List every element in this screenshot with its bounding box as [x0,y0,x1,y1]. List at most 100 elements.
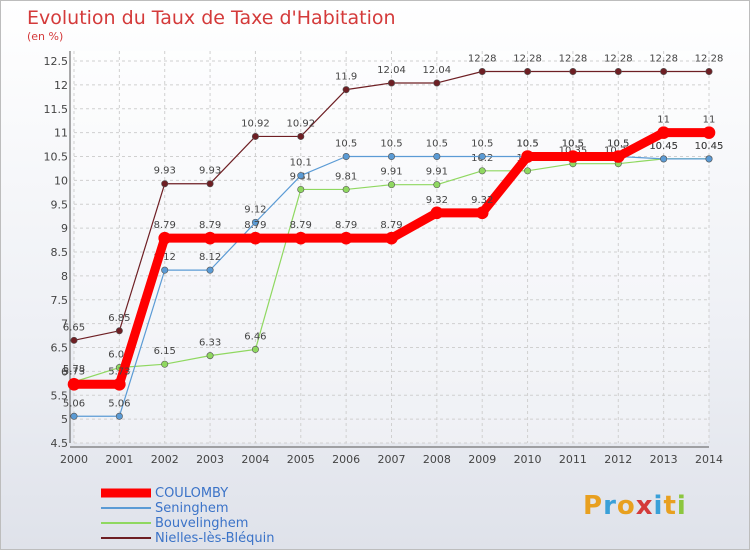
data-point-coulomby [249,231,262,245]
data-point-nielles-l-s-bl-quin [115,327,123,335]
data-point-coulomby [385,231,398,245]
y-tick-label: 11.5 [44,103,69,116]
logo-letter: r [603,491,617,521]
data-label-bouvelinghem: 6.15 [154,346,176,357]
logo-letter: i [676,491,687,521]
x-tick-label: 2007 [378,453,406,466]
data-label-coulomby: 8.79 [154,220,176,231]
data-point-coulomby [203,231,217,245]
data-point-coulomby [430,206,444,220]
plot-area [74,51,709,443]
x-tick-label: 2011 [559,453,587,466]
y-tick-label: 5 [61,413,68,426]
data-point-coulomby [702,126,716,139]
data-point-seninghem [342,153,350,161]
data-label-seninghem: 10.5 [562,139,584,150]
data-point-nielles-l-s-bl-quin [387,79,395,87]
data-label-nielles-l-s-bl-quin: 12.28 [513,54,542,65]
data-label-bouvelinghem: 10.45 [649,141,678,152]
data-point-coulomby [657,126,670,139]
data-label-seninghem: 8.12 [199,252,221,263]
data-point-seninghem [705,155,713,163]
data-point-seninghem [251,218,259,226]
y-tick-label: 7 [61,318,68,331]
data-point-bouvelinghem [524,167,532,175]
y-tick-label: 9 [61,222,68,235]
y-tick-label: 12 [54,79,68,92]
data-point-nielles-l-s-bl-quin [206,180,214,188]
legend-label-coulomby: COULOMBY [155,486,229,501]
x-tick-label: 2003 [196,453,224,466]
data-label-bouvelinghem: 5.78 [63,364,85,375]
data-point-seninghem [387,153,395,161]
x-tick-label: 2001 [105,453,133,466]
data-label-bouvelinghem: 6.46 [244,331,266,342]
data-label-seninghem: 10.5 [607,139,629,150]
data-label-coulomby: 8.79 [335,220,357,231]
data-label-seninghem: 9.12 [244,204,266,215]
data-point-coulomby [294,231,308,245]
data-label-bouvelinghem: 9.91 [426,167,448,178]
data-point-nielles-l-s-bl-quin [705,68,713,76]
data-point-seninghem [206,266,214,274]
data-label-seninghem: 10.5 [516,139,538,150]
data-label-nielles-l-s-bl-quin: 6.65 [63,322,85,333]
data-label-coulomby: 11 [657,115,670,126]
logo-letter: t [663,491,677,521]
data-point-coulomby [339,231,353,245]
data-point-coulomby [67,377,81,391]
data-label-bouvelinghem: 6.08 [108,350,130,361]
data-point-seninghem [161,266,169,274]
data-point-nielles-l-s-bl-quin [70,336,78,344]
data-label-coulomby: 5.73 [108,366,130,377]
data-label-nielles-l-s-bl-quin: 6.85 [108,313,130,324]
data-label-nielles-l-s-bl-quin: 12.28 [468,54,497,65]
x-tick-label: 2008 [423,453,451,466]
data-point-bouvelinghem [478,167,486,175]
y-tick-label: 12.5 [44,55,69,68]
data-point-nielles-l-s-bl-quin [161,180,169,188]
y-tick-label: 9.5 [51,198,69,211]
x-tick-label: 2012 [604,453,632,466]
data-point-seninghem [660,155,668,163]
data-label-nielles-l-s-bl-quin: 10.92 [241,118,270,129]
data-label-coulomby: 10.5 [516,139,538,150]
legend-label-seninghem: Seninghem [155,501,229,516]
x-tick-label: 2006 [332,453,360,466]
data-label-seninghem: 5.06 [108,398,130,409]
data-label-nielles-l-s-bl-quin: 10.92 [286,118,315,129]
data-label-coulomby: 8.79 [290,220,312,231]
y-tick-label: 10 [54,174,68,187]
data-point-seninghem [478,153,486,161]
data-label-bouvelinghem: 9.91 [380,167,402,178]
x-tick-label: 2004 [241,453,269,466]
y-tick-label: 6.5 [51,342,69,355]
data-point-coulomby [158,231,172,245]
data-point-coulomby [611,150,625,163]
legend-label-bouvelinghem: Bouvelinghem [155,516,249,531]
data-label-coulomby: 11 [703,115,716,126]
data-point-nielles-l-s-bl-quin [524,68,532,76]
logo-letter: P [583,491,604,521]
data-label-seninghem: 5.06 [63,398,85,409]
data-label-coulomby: 10.5 [562,139,584,150]
data-label-nielles-l-s-bl-quin: 9.93 [199,166,221,177]
data-point-bouvelinghem [433,181,441,189]
y-tick-label: 4.5 [51,437,69,450]
data-label-nielles-l-s-bl-quin: 9.93 [154,166,176,177]
data-point-seninghem [433,153,441,161]
data-point-seninghem [297,172,305,180]
x-tick-label: 2013 [650,453,678,466]
data-point-nielles-l-s-bl-quin [660,68,668,76]
data-point-seninghem [70,412,78,420]
data-point-nielles-l-s-bl-quin [342,86,350,94]
data-point-coulomby [566,150,580,163]
data-label-seninghem: 10.5 [471,139,493,150]
logo-letter: x [635,491,654,521]
data-label-coulomby: 10.5 [607,139,629,150]
data-point-bouvelinghem [251,345,259,353]
y-tick-label: 11 [54,127,68,140]
data-label-coulomby: 8.79 [380,220,402,231]
y-tick-label: 10.5 [44,151,69,164]
y-tick-label: 8.5 [51,246,69,259]
